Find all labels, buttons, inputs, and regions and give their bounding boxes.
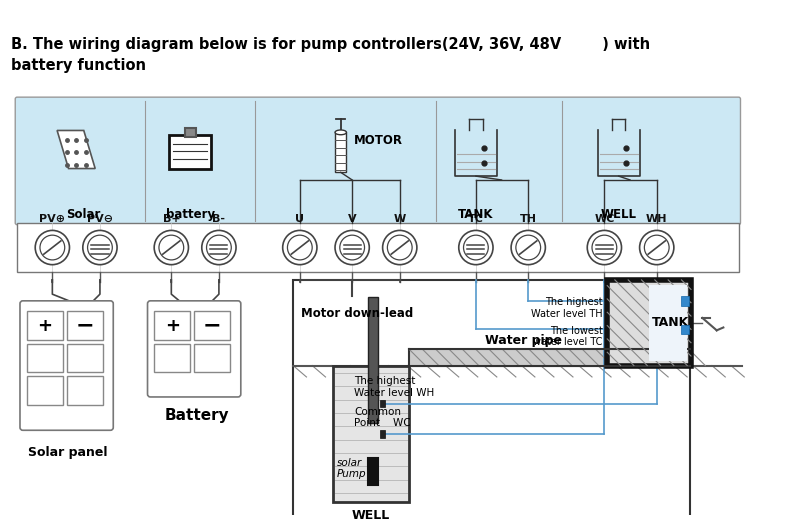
Ellipse shape <box>387 235 412 260</box>
Ellipse shape <box>335 130 347 135</box>
Ellipse shape <box>587 230 622 264</box>
Ellipse shape <box>382 230 417 264</box>
Bar <box>154 344 190 372</box>
Text: Solar: Solar <box>66 208 101 221</box>
Text: The lowest
water level TC: The lowest water level TC <box>533 326 603 347</box>
Text: PV⊕: PV⊕ <box>40 214 66 224</box>
Text: The highest
Water level TH: The highest Water level TH <box>531 297 603 319</box>
Ellipse shape <box>516 235 540 260</box>
Ellipse shape <box>83 230 117 264</box>
Text: Common
Point    WC: Common Point WC <box>354 407 411 428</box>
Text: WELL: WELL <box>352 509 390 522</box>
Bar <box>409 350 690 365</box>
Ellipse shape <box>459 230 493 264</box>
Bar <box>194 311 231 340</box>
Ellipse shape <box>592 235 617 260</box>
Ellipse shape <box>154 230 189 264</box>
Text: battery function: battery function <box>11 58 146 73</box>
Bar <box>66 311 103 340</box>
Bar <box>293 280 690 530</box>
FancyBboxPatch shape <box>20 301 113 430</box>
Ellipse shape <box>288 235 312 260</box>
Text: WC: WC <box>594 214 615 224</box>
Bar <box>368 458 378 485</box>
Ellipse shape <box>88 235 112 260</box>
Bar <box>154 311 190 340</box>
Text: Water pipe: Water pipe <box>485 335 562 347</box>
Text: −: − <box>75 315 94 336</box>
FancyBboxPatch shape <box>15 97 740 225</box>
Text: TC: TC <box>468 214 483 224</box>
Text: TANK: TANK <box>652 316 689 329</box>
Bar <box>17 223 739 272</box>
Bar <box>649 285 687 361</box>
Text: +: + <box>165 317 180 335</box>
Ellipse shape <box>283 230 317 264</box>
Ellipse shape <box>36 230 70 264</box>
Ellipse shape <box>201 230 236 264</box>
Text: +: + <box>37 317 52 335</box>
Ellipse shape <box>206 235 231 260</box>
Ellipse shape <box>340 235 364 260</box>
Polygon shape <box>57 130 95 169</box>
Bar <box>380 430 386 438</box>
Bar <box>27 311 63 340</box>
Text: U: U <box>295 214 304 224</box>
Bar <box>682 296 689 305</box>
Bar <box>333 365 409 502</box>
Bar <box>380 400 386 408</box>
FancyBboxPatch shape <box>148 301 241 397</box>
Ellipse shape <box>640 230 674 264</box>
Text: WELL: WELL <box>600 208 637 221</box>
Text: battery: battery <box>166 208 215 221</box>
Ellipse shape <box>335 230 369 264</box>
Text: B. The wiring diagram below is for pump controllers(24V, 36V, 48V        ) with: B. The wiring diagram below is for pump … <box>11 37 650 52</box>
Bar <box>27 376 63 404</box>
Ellipse shape <box>464 235 488 260</box>
Bar <box>368 297 378 422</box>
Bar <box>608 280 691 365</box>
Bar <box>682 325 689 334</box>
Text: B-: B- <box>213 214 225 224</box>
Text: TH: TH <box>520 214 536 224</box>
Text: PV⊖: PV⊖ <box>87 214 113 224</box>
Ellipse shape <box>511 230 545 264</box>
Bar <box>169 135 211 169</box>
Bar <box>66 344 103 372</box>
Text: The highest
Water level WH: The highest Water level WH <box>354 376 435 398</box>
Text: solar
Pump: solar Pump <box>337 458 367 479</box>
Bar <box>335 132 347 172</box>
Text: WH: WH <box>646 214 668 224</box>
Text: W: W <box>393 214 406 224</box>
Text: −: − <box>203 315 221 336</box>
Ellipse shape <box>645 235 669 260</box>
Text: V: V <box>348 214 356 224</box>
Text: MOTOR: MOTOR <box>354 134 403 147</box>
Text: Solar panel: Solar panel <box>28 446 107 460</box>
Bar <box>194 344 231 372</box>
Text: Motor down-lead: Motor down-lead <box>301 307 413 320</box>
Text: TANK: TANK <box>458 208 494 221</box>
Bar <box>185 128 196 137</box>
Bar <box>66 376 103 404</box>
Ellipse shape <box>40 235 65 260</box>
Text: Battery: Battery <box>164 409 229 423</box>
Bar <box>27 344 63 372</box>
Ellipse shape <box>159 235 184 260</box>
Text: B+: B+ <box>163 214 180 224</box>
